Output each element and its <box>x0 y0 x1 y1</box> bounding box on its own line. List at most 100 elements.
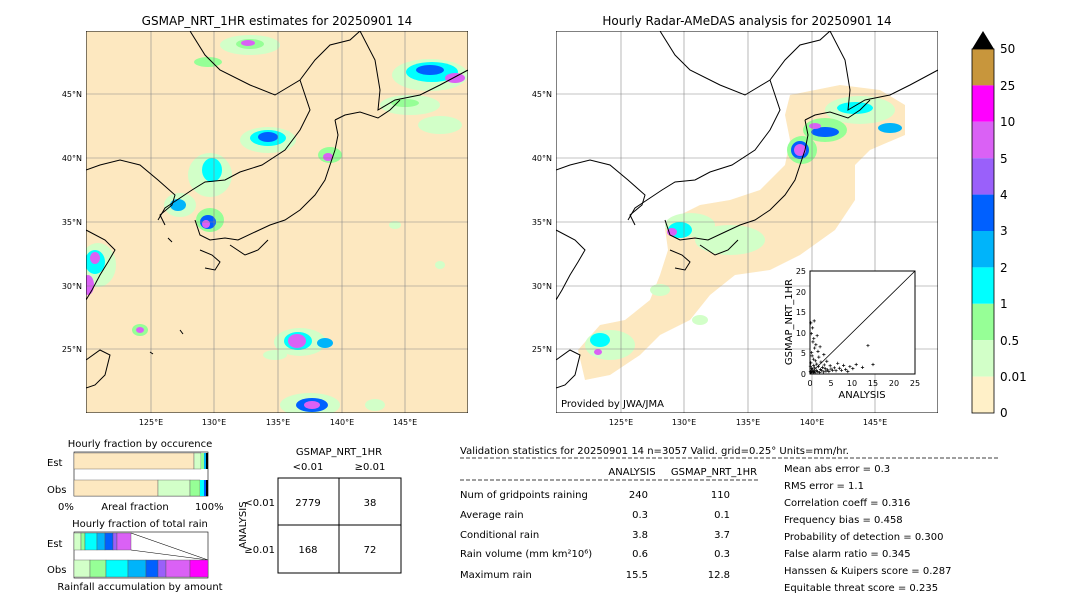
contingency-row-axis-label: ANALYSIS <box>238 501 249 548</box>
scatter-point <box>810 350 814 355</box>
scatter-point <box>844 367 848 372</box>
scatter-point <box>832 366 836 370</box>
validation-row-gsmap: 3.7 <box>714 530 730 541</box>
validation-score: Mean abs error = 0.3 <box>784 464 890 475</box>
contingency-cell: 2779 <box>295 498 320 509</box>
scatter-point <box>846 369 850 374</box>
occurrence-title: Hourly fraction by occurence <box>68 439 212 450</box>
scatter-point <box>825 359 829 363</box>
gsmap-rain-patch <box>86 35 468 413</box>
scatter-point <box>811 340 815 344</box>
scatter-point <box>816 364 820 369</box>
scatter-point <box>827 369 831 374</box>
scatter-x-ticks: 0 5 10 15 20 25 <box>807 379 920 388</box>
total-rain-axis-label: Rainfall accumulation by amount <box>57 582 222 593</box>
gsmap-y-tick: 30°N <box>62 282 82 291</box>
validation-row-gsmap: 12.8 <box>708 570 730 581</box>
colorbar-block <box>972 231 994 268</box>
gsmap-x-tick: 125°E <box>139 418 163 427</box>
scatter-x-label: ANALYSIS <box>838 390 885 401</box>
validation-row: Average rain 0.3 0.1 <box>460 510 730 521</box>
scatter-x-tick: 15 <box>868 379 878 388</box>
scatter-point <box>809 361 813 365</box>
scatter-point <box>851 367 855 371</box>
scatter-point <box>812 363 816 367</box>
scatter-point <box>810 366 814 370</box>
radar-x-ticks: 125°E 130°E 135°E 140°E 145°E <box>609 418 887 427</box>
scatter-point <box>860 365 865 370</box>
total-rain-est-label: Est <box>47 539 63 550</box>
radar-y-tick: 30°N <box>532 282 552 291</box>
occurrence-est-bar <box>73 452 208 470</box>
radar-rain-field <box>556 31 938 413</box>
colorbar-block <box>972 158 994 195</box>
colorbar-block <box>972 267 994 304</box>
scatter-point <box>839 368 844 372</box>
gsmap-y-tick: 45°N <box>62 90 82 99</box>
contingency-col-label: <0.01 <box>293 462 324 473</box>
validation-score: Equitable threat score = 0.235 <box>784 583 938 594</box>
total-rain-chart: Hourly fraction of total rain Est Obs Ra… <box>47 519 223 593</box>
scatter-point <box>808 369 813 374</box>
scatter-point <box>815 362 819 366</box>
total-rain-title: Hourly fraction of total rain <box>72 519 208 530</box>
scatter-point <box>816 349 820 353</box>
scatter-diagonal <box>809 270 916 375</box>
validation-row-analysis: 0.3 <box>632 510 648 521</box>
validation-row-analysis: 240 <box>629 490 648 501</box>
colorbar-label: 0 <box>1000 406 1008 420</box>
scatter-y-tick: 10 <box>796 329 806 338</box>
colorbar-label: 0.01 <box>1000 370 1027 384</box>
colorbar-label: 1 <box>1000 297 1008 311</box>
scatter-y-label: GSMAP_NRT_1HR <box>784 279 795 365</box>
scatter-point <box>829 367 833 371</box>
scatter-point <box>810 326 815 330</box>
scatter-point <box>813 359 818 363</box>
scatter-point <box>831 368 835 372</box>
gsmap-coastline <box>86 31 468 389</box>
radar-x-tick: 130°E <box>672 418 696 427</box>
scatter-x-tick: 5 <box>828 379 833 388</box>
validation-col-gsmap: GSMAP_NRT_1HR <box>671 467 757 478</box>
scatter-y-tick: 20 <box>796 288 806 297</box>
colorbar-label: 2 <box>1000 261 1008 275</box>
colorbar-block <box>972 85 994 122</box>
gsmap-y-tick: 25°N <box>62 345 82 354</box>
validation-row-analysis: 0.6 <box>632 549 648 560</box>
validation-row-label: Rain volume (mm km²10⁶) <box>460 549 592 560</box>
validation-row-gsmap: 0.1 <box>714 510 730 521</box>
scatter-point <box>871 362 875 367</box>
contingency-table: GSMAP_NRT_1HR <0.01 ≥0.01 ANALYSIS <0.01… <box>238 447 402 574</box>
scatter-y-tick: 25 <box>796 267 806 276</box>
scatter-point <box>809 321 813 325</box>
scatter-points <box>808 319 875 375</box>
occurrence-obs-label: Obs <box>47 485 66 496</box>
colorbar-block <box>972 194 994 231</box>
colorbar-label: 3 <box>1000 224 1008 238</box>
colorbar-label: 10 <box>1000 115 1015 129</box>
scatter-point <box>808 364 813 368</box>
scatter-point <box>836 361 840 365</box>
validation-score: Frequency bias = 0.458 <box>784 515 903 526</box>
colorbar-block <box>972 376 994 413</box>
total-rain-obs-bar <box>73 559 209 578</box>
validation-row-label: Average rain <box>460 510 524 521</box>
radar-coastline <box>556 31 938 389</box>
validation-row-label: Maximum rain <box>460 570 532 581</box>
scatter-point <box>813 371 817 375</box>
contingency-cell: 72 <box>364 545 377 556</box>
occurrence-axis-max: 100% <box>195 502 224 513</box>
validation-score: Correlation coeff = 0.316 <box>784 498 910 509</box>
scatter-x-tick: 10 <box>847 379 857 388</box>
colorbar: 50 25 10 5 4 3 2 1 0.5 0.01 0 <box>971 31 1027 420</box>
scatter-point <box>815 369 820 374</box>
gsmap-x-tick: 140°E <box>330 418 354 427</box>
colorbar-label: 25 <box>1000 79 1015 93</box>
colorbar-block <box>972 121 994 159</box>
radar-y-tick: 40°N <box>532 154 552 163</box>
gsmap-x-tick: 130°E <box>202 418 226 427</box>
validation-row: Num of gridpoints raining 240 110 <box>460 490 730 501</box>
contingency-cell: 38 <box>364 498 377 509</box>
total-rain-obs-label: Obs <box>47 565 66 576</box>
scatter-point <box>822 353 826 357</box>
